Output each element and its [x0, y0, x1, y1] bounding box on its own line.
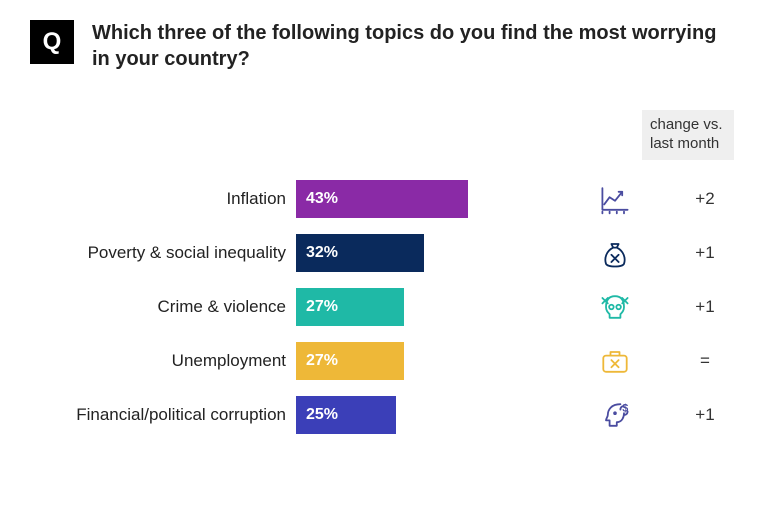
bar-value: 27%	[306, 298, 338, 316]
skull-icon	[570, 289, 660, 325]
question-title: Which three of the following topics do y…	[92, 20, 737, 72]
chart-row: Unemployment 27% =	[0, 342, 767, 380]
change-value: +1	[660, 297, 750, 317]
change-header-line1: change vs.	[650, 116, 723, 133]
bar-track: 27%	[296, 342, 570, 380]
bar-track: 32%	[296, 234, 570, 272]
row-label: Poverty & social inequality	[0, 243, 296, 263]
bar-track: 43%	[296, 180, 570, 218]
change-value: +2	[660, 189, 750, 209]
head-dollar-icon: $	[570, 397, 660, 433]
change-header: change vs. last month	[642, 110, 734, 160]
chart-row: Financial/political corruption 25% $+1	[0, 396, 767, 434]
row-label: Crime & violence	[0, 297, 296, 317]
bar-value: 27%	[306, 352, 338, 370]
bar-fill: 43%	[296, 180, 468, 218]
change-value: +1	[660, 405, 750, 425]
question-marker: Q	[30, 20, 74, 64]
change-header-line2: last month	[650, 135, 719, 152]
bar-track: 27%	[296, 288, 570, 326]
sack-x-icon	[570, 235, 660, 271]
chart-row: Crime & violence 27% +1	[0, 288, 767, 326]
bar-value: 43%	[306, 190, 338, 208]
change-value: +1	[660, 243, 750, 263]
chart-row: Inflation 43% +2	[0, 180, 767, 218]
change-value: =	[660, 351, 750, 371]
bar-value: 32%	[306, 244, 338, 262]
briefcase-x-icon	[570, 343, 660, 379]
row-label: Financial/political corruption	[0, 405, 296, 425]
bar-value: 25%	[306, 406, 338, 424]
chart-row: Poverty & social inequality 32% +1	[0, 234, 767, 272]
bar-fill: 27%	[296, 342, 404, 380]
bar-fill: 32%	[296, 234, 424, 272]
bar-track: 25%	[296, 396, 570, 434]
bar-fill: 27%	[296, 288, 404, 326]
header: Q Which three of the following topics do…	[0, 0, 767, 72]
chart-area: Inflation 43% +2 Poverty & social inequalit…	[0, 180, 767, 450]
chart-up-icon	[570, 181, 660, 217]
row-label: Unemployment	[0, 351, 296, 371]
row-label: Inflation	[0, 189, 296, 209]
bar-fill: 25%	[296, 396, 396, 434]
